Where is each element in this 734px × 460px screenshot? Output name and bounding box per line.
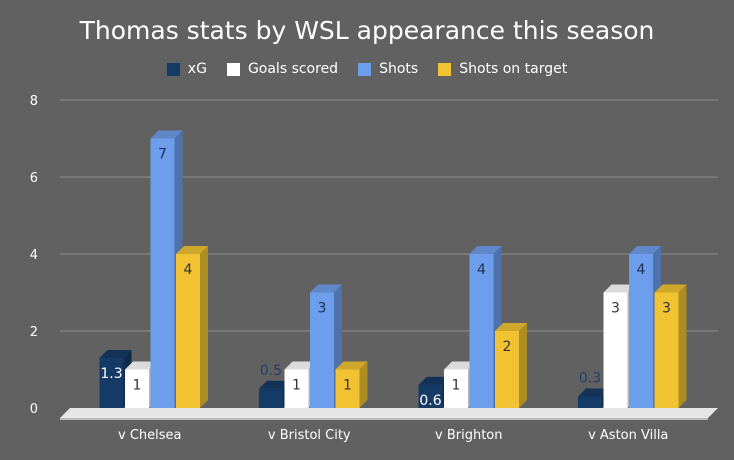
y-tick-label: 6 <box>30 171 38 186</box>
data-label: 1 <box>133 378 142 394</box>
bar-top <box>310 284 342 293</box>
x-tick-label: v Bristol City <box>268 428 351 443</box>
data-label: 3 <box>318 301 327 317</box>
bar <box>469 254 494 408</box>
bar-top <box>629 246 661 254</box>
bar-top <box>125 361 157 370</box>
bar <box>284 369 309 408</box>
data-label: 1.3 <box>100 366 122 382</box>
bar <box>629 254 653 408</box>
chart-floor-edge <box>60 418 708 420</box>
y-tick-label: 0 <box>30 402 38 417</box>
legend-swatch-0 <box>166 62 180 76</box>
bar <box>310 292 334 408</box>
bar <box>150 138 175 408</box>
bar-top <box>176 246 208 254</box>
chart-title: Thomas stats by WSL appearance this seas… <box>79 16 655 45</box>
bar <box>654 292 679 408</box>
bar-top <box>418 376 451 385</box>
legend-label-0: xG <box>187 61 207 77</box>
bar <box>444 369 468 408</box>
data-label: 3 <box>611 301 620 317</box>
bar <box>418 384 443 408</box>
bar <box>176 254 200 408</box>
x-tick-label: v Chelsea <box>118 428 182 443</box>
data-label: 2 <box>503 339 512 355</box>
data-label: 1 <box>343 378 352 394</box>
legend-swatch-3 <box>438 62 452 76</box>
legend: xG Goals scored Shots Shots on target <box>0 61 734 77</box>
legend-label-3: Shots on target <box>459 61 568 77</box>
legend-item-1: Goals scored <box>226 61 339 77</box>
bar-top <box>150 130 183 139</box>
data-label: 4 <box>184 262 193 278</box>
bar-side <box>678 284 687 408</box>
data-label: 0.3 <box>579 370 601 386</box>
bar <box>335 369 360 408</box>
bar <box>495 331 519 408</box>
chart-floor <box>60 408 718 418</box>
x-tick-label: v Aston Villa <box>588 428 668 443</box>
legend-label-2: Shots <box>379 61 419 77</box>
data-label: 0.6 <box>419 393 441 409</box>
bar <box>259 388 283 408</box>
y-tick-label: 2 <box>30 325 38 340</box>
bar <box>578 396 602 408</box>
legend-item-0: xG <box>166 61 207 77</box>
data-label: 4 <box>637 262 646 278</box>
y-tick-label: 8 <box>30 94 38 109</box>
y-tick-label: 4 <box>30 248 38 263</box>
legend-swatch-1 <box>226 62 240 76</box>
bar <box>125 369 149 408</box>
data-label: 7 <box>158 147 167 163</box>
bar-side <box>519 323 527 408</box>
bar-top <box>444 361 476 370</box>
bar <box>99 357 124 408</box>
bar-top <box>654 284 687 293</box>
data-label: 1 <box>452 378 461 394</box>
bar-top <box>259 380 291 389</box>
data-label: 4 <box>477 262 486 278</box>
bar-top <box>603 284 636 293</box>
legend-item-2: Shots <box>358 61 418 77</box>
bar-top <box>578 388 610 397</box>
bar-top <box>335 361 368 370</box>
legend-swatch-2 <box>358 62 372 76</box>
legend-label-1: Goals scored <box>247 61 339 77</box>
bar-top <box>469 246 502 254</box>
legend-item-3: Shots on target <box>438 61 567 77</box>
bar-top <box>284 361 317 370</box>
bar-top <box>495 323 527 331</box>
data-label: 0.5 <box>260 363 282 379</box>
bar-side <box>359 361 368 408</box>
bar <box>603 292 628 408</box>
bar-top <box>99 349 132 358</box>
data-label: 3 <box>662 301 671 317</box>
data-label: 1 <box>292 378 301 394</box>
bar-side <box>200 246 208 408</box>
x-tick-label: v Brighton <box>435 428 502 443</box>
